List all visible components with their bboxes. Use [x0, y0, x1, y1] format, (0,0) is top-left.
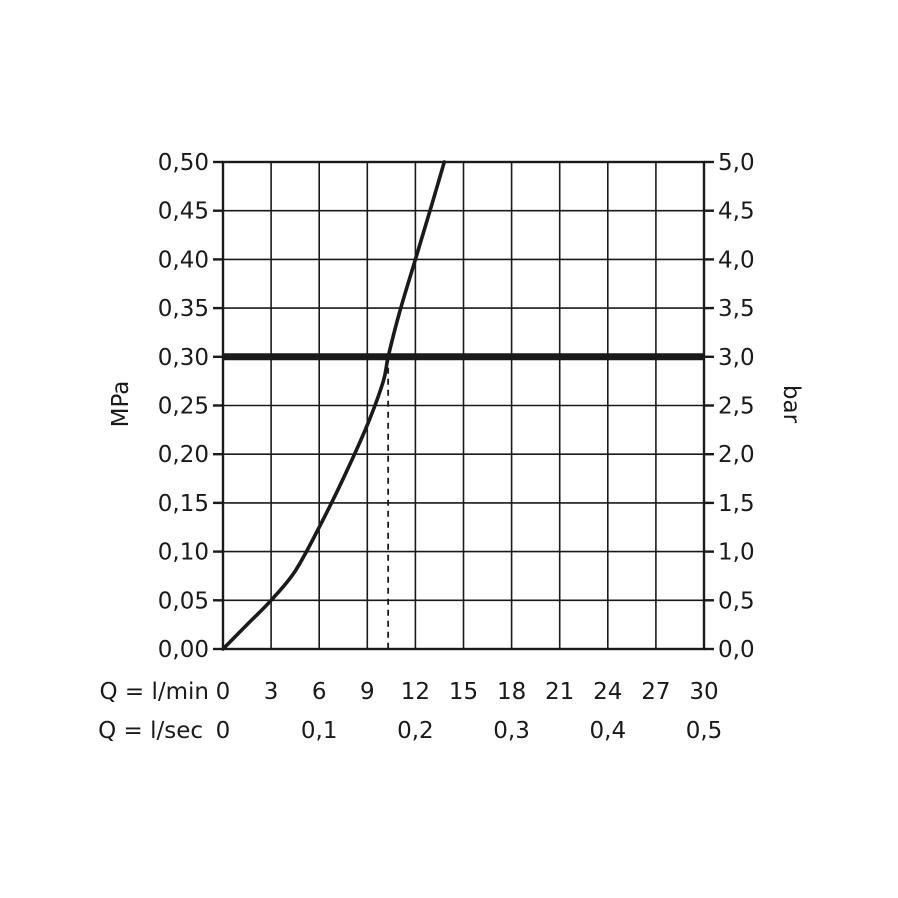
y-left-tick-label: 0,15	[158, 491, 209, 517]
y-left-tick-label: 0,45	[158, 199, 209, 225]
x-tick-label-lmin: 6	[312, 679, 327, 705]
x-tick-label-lsec: 0	[216, 718, 231, 744]
y-right-tick-label: 0,0	[718, 637, 755, 663]
x-tick-label-lmin: 18	[497, 679, 526, 705]
x-tick-label-lmin: 9	[360, 679, 375, 705]
y-right-tick-label: 1,0	[718, 540, 755, 566]
y-left-tick-label: 0,20	[158, 442, 209, 468]
axis-ticks	[213, 160, 714, 651]
y-right-tick-label: 5,0	[718, 150, 755, 176]
y-left-tick-label: 0,05	[158, 588, 209, 614]
x-tick-label-lsec: 0,5	[686, 718, 723, 744]
x-axis-row-lmin-title: Q = l/min	[99, 679, 209, 705]
y-left-tick-label: 0,50	[158, 150, 209, 176]
y-right-tick-label: 2,0	[718, 442, 755, 468]
x-tick-label-lsec: 0,2	[397, 718, 434, 744]
y-left-tick-label: 0,25	[158, 394, 209, 420]
x-tick-label-lmin: 3	[264, 679, 279, 705]
x-tick-label-lmin: 21	[545, 679, 574, 705]
y-right-tick-label: 2,5	[718, 394, 755, 420]
y-right-tick-label: 4,0	[718, 247, 755, 273]
x-tick-label-lmin: 0	[216, 679, 231, 705]
x-tick-label-lmin: 24	[593, 679, 622, 705]
y-left-tick-label: 0,35	[158, 296, 209, 322]
chart-marks	[221, 160, 704, 651]
x-tick-label-lmin: 27	[641, 679, 670, 705]
x-tick-label-lsec: 0,1	[301, 718, 338, 744]
x-tick-label-lmin: 12	[401, 679, 430, 705]
x-tick-label-lmin: 30	[689, 679, 718, 705]
y-left-tick-label: 0,40	[158, 247, 209, 273]
y-left-tick-label: 0,10	[158, 540, 209, 566]
grid-lines	[221, 160, 706, 651]
x-tick-label-lsec: 0,3	[493, 718, 530, 744]
y-left-tick-label: 0,30	[158, 345, 209, 371]
x-axis-row-lsec-title: Q = l/sec	[98, 718, 203, 744]
y-left-tick-label: 0,00	[158, 637, 209, 663]
x-tick-label-lsec: 0,4	[590, 718, 627, 744]
y-right-tick-label: 0,5	[718, 588, 755, 614]
y-axis-left-title: MPa	[108, 381, 134, 428]
y-axis-right-title: bar	[778, 385, 804, 424]
y-right-tick-label: 3,5	[718, 296, 755, 322]
tick-labels: 0,00 0,00,05 0,50,10 1,00,15 1,50,20 2,00,25 2…	[158, 150, 755, 744]
y-right-tick-label: 4,5	[718, 199, 755, 225]
y-right-tick-label: 3,0	[718, 345, 755, 371]
series-line-0	[221, 160, 447, 651]
y-right-tick-label: 1,5	[718, 491, 755, 517]
x-tick-label-lmin: 15	[449, 679, 478, 705]
